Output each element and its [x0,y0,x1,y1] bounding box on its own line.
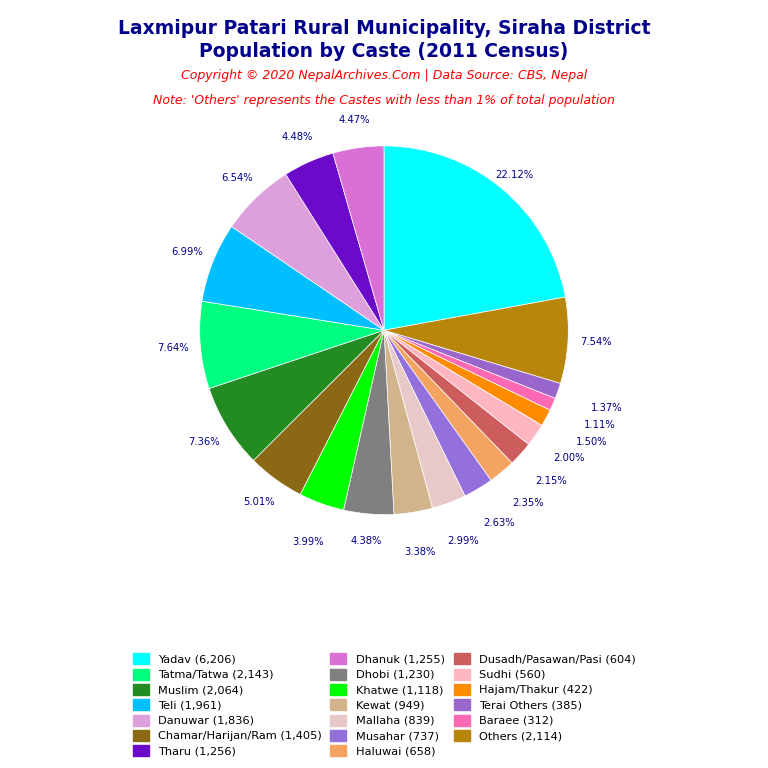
Text: Note: 'Others' represents the Castes with less than 1% of total population: Note: 'Others' represents the Castes wit… [153,94,615,107]
Wedge shape [384,330,550,425]
Text: 3.99%: 3.99% [292,537,323,547]
Text: 2.00%: 2.00% [553,453,584,463]
Text: Population by Caste (2011 Census): Population by Caste (2011 Census) [200,42,568,61]
Text: 4.47%: 4.47% [339,115,370,125]
Wedge shape [209,330,384,460]
Wedge shape [253,330,384,495]
Wedge shape [202,227,384,330]
Text: 5.01%: 5.01% [243,497,275,507]
Wedge shape [200,301,384,389]
Text: 2.15%: 2.15% [535,476,567,486]
Wedge shape [384,330,541,445]
Wedge shape [384,146,565,330]
Wedge shape [343,330,394,515]
Wedge shape [384,297,568,383]
Text: 22.12%: 22.12% [495,170,533,180]
Text: 1.37%: 1.37% [591,403,623,413]
Wedge shape [286,153,384,330]
Text: 1.50%: 1.50% [576,438,607,448]
Wedge shape [384,330,512,480]
Text: 2.63%: 2.63% [483,518,515,528]
Text: 3.38%: 3.38% [404,548,435,558]
Wedge shape [300,330,384,510]
Text: 1.11%: 1.11% [584,420,616,430]
Text: 7.64%: 7.64% [157,343,189,353]
Text: 6.99%: 6.99% [171,247,203,257]
Text: 2.99%: 2.99% [448,535,479,546]
Text: 6.54%: 6.54% [221,173,253,183]
Text: 7.36%: 7.36% [188,436,220,446]
Text: Copyright © 2020 NepalArchives.Com | Data Source: CBS, Nepal: Copyright © 2020 NepalArchives.Com | Dat… [181,69,587,82]
Wedge shape [333,146,384,330]
Text: 7.54%: 7.54% [580,337,611,347]
Wedge shape [384,330,432,515]
Text: Laxmipur Patari Rural Municipality, Siraha District: Laxmipur Patari Rural Municipality, Sira… [118,19,650,38]
Text: 4.38%: 4.38% [351,537,382,547]
Wedge shape [384,330,561,399]
Legend: Yadav (6,206), Tatma/Tatwa (2,143), Muslim (2,064), Teli (1,961), Danuwar (1,836: Yadav (6,206), Tatma/Tatwa (2,143), Musl… [127,647,641,763]
Wedge shape [384,330,465,508]
Wedge shape [384,330,528,463]
Wedge shape [384,330,555,410]
Wedge shape [384,330,491,496]
Text: 2.35%: 2.35% [512,498,544,508]
Wedge shape [232,174,384,330]
Text: 4.48%: 4.48% [282,132,313,142]
